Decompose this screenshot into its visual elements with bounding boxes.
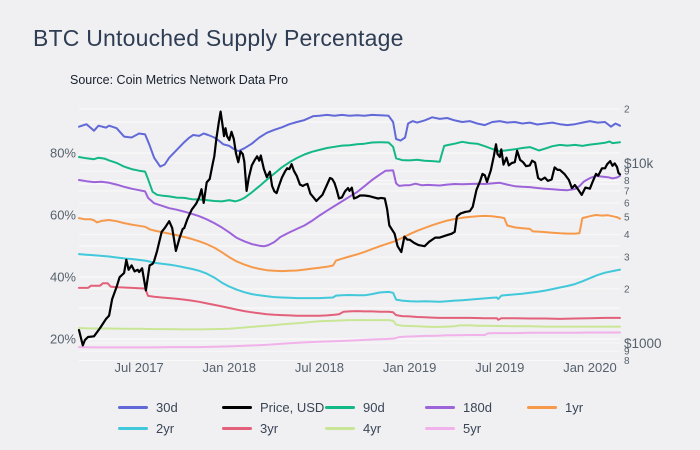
legend-swatch [425, 426, 455, 430]
legend-swatch [527, 405, 557, 409]
chart-source-note: Source: Coin Metrics Network Data Pro [70, 73, 289, 87]
y-right-tick-label: 9 [624, 347, 630, 358]
series-line-price-usd [77, 110, 622, 347]
series-line-5yr [78, 331, 621, 349]
y-right-tick-label: $10k [624, 156, 654, 171]
legend-item-2yr[interactable]: 2yr [118, 420, 174, 436]
legend-swatch [118, 426, 148, 430]
legend-item-30d[interactable]: 30d [118, 399, 178, 415]
legend-swatch [325, 426, 355, 430]
y-right-tick-label: 8 [624, 176, 630, 187]
legend-label: 3yr [260, 420, 279, 436]
x-axis-tick-label: Jan 2020 [563, 360, 617, 375]
legend-swatch [222, 405, 252, 409]
y-left-tick-label: 60% [50, 208, 76, 223]
y-right-tick-label: 6 [624, 198, 630, 209]
y-left-tick-label: 20% [50, 332, 76, 347]
y-right-tick-label: 2 [624, 284, 630, 295]
legend-label: Price, USD [260, 399, 325, 415]
y-right-tick-label: 4 [624, 230, 630, 241]
legend-label: 30d [156, 399, 178, 415]
legend-item-90d[interactable]: 90d [325, 399, 385, 415]
legend-swatch [425, 405, 455, 409]
series-line-30d [78, 113, 621, 168]
y-right-tick-label: 9 [624, 167, 630, 178]
y-right-tick-label: 5 [624, 213, 630, 224]
series-line-180d [78, 169, 621, 248]
series-line-1yr [78, 214, 621, 273]
legend-item-5yr[interactable]: 5yr [425, 420, 481, 436]
x-axis-tick-label: Jul 2019 [475, 360, 524, 375]
legend-label: 180d [463, 399, 492, 415]
y-left-tick-label: 80% [50, 146, 76, 161]
legend-swatch [222, 426, 252, 430]
x-axis-tick-label: Jan 2019 [383, 360, 437, 375]
y-right-tick-label: 2 [624, 104, 630, 115]
legend-item-4yr[interactable]: 4yr [325, 420, 381, 436]
legend-swatch [118, 405, 148, 409]
page-title: BTC Untouched Supply Percentage [33, 25, 404, 51]
legend-label: 5yr [463, 420, 482, 436]
x-axis-tick-label: Jul 2017 [115, 360, 164, 375]
legend-item-3yr[interactable]: 3yr [222, 420, 278, 436]
series-line-2yr [78, 253, 621, 303]
legend-label: 4yr [363, 420, 382, 436]
legend-label: 90d [363, 399, 385, 415]
legend-label: 2yr [156, 420, 175, 436]
y-right-tick-label: 7 [624, 186, 630, 197]
series-line-4yr [78, 319, 621, 331]
y-right-tick-label: 3 [624, 253, 630, 264]
legend-swatch [325, 405, 355, 409]
x-axis-tick-label: Jul 2018 [295, 360, 344, 375]
x-axis-tick-label: Jan 2018 [203, 360, 257, 375]
legend-item-1yr[interactable]: 1yr [527, 399, 583, 415]
legend-item-price-usd[interactable]: Price, USD [222, 399, 324, 415]
y-right-tick-label: $1000 [624, 336, 662, 351]
y-right-tick-label: 8 [624, 356, 630, 367]
series-line-90d [78, 140, 621, 203]
legend-label: 1yr [565, 399, 584, 415]
y-left-tick-label: 40% [50, 270, 76, 285]
legend-item-180d[interactable]: 180d [425, 399, 492, 415]
